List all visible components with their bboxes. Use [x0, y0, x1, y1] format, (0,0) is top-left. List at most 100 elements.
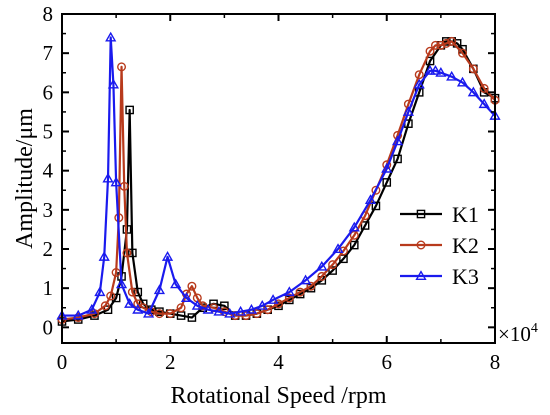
- ticks-layer: 0 2 4 6 8 0 1 2 3 4 5 6 7 8: [43, 2, 501, 374]
- data-point-k3: [102, 172, 114, 183]
- data-point-k2: [165, 309, 175, 319]
- data-point-k2: [122, 248, 132, 258]
- data-point-k3: [107, 78, 120, 89]
- data-point-k3: [424, 64, 436, 75]
- data-point-k3: [245, 303, 258, 314]
- data-point-k1: [382, 178, 392, 187]
- data-point-k2: [100, 301, 110, 311]
- data-point-k3: [391, 135, 404, 146]
- data-point-k3: [456, 76, 469, 87]
- data-point-k3: [256, 299, 268, 310]
- data-point-k1: [111, 293, 121, 303]
- data-point-k1: [187, 313, 197, 322]
- data-point-k2: [338, 246, 348, 256]
- data-point-k1: [371, 201, 381, 211]
- y-axis-title: Amplitude/μm: [12, 108, 38, 249]
- y-tick-label: 7: [43, 41, 54, 65]
- data-point-k3: [299, 274, 312, 285]
- data-point-k3: [98, 251, 110, 261]
- data-point-k3: [202, 303, 214, 314]
- data-point-k3: [191, 299, 203, 310]
- data-point-k2: [306, 281, 316, 291]
- data-point-k1: [360, 221, 370, 230]
- data-point-k3: [429, 64, 442, 75]
- data-point-k3: [180, 292, 193, 302]
- data-point-k1: [393, 154, 402, 164]
- data-point-k2: [295, 287, 305, 297]
- y-tick-label: 1: [43, 276, 54, 300]
- data-point-k3: [402, 106, 415, 116]
- data-point-k3: [316, 260, 328, 271]
- data-point-k2: [414, 70, 424, 80]
- data-point-k1: [349, 240, 359, 250]
- y-tick-label: 8: [43, 2, 54, 26]
- data-point-k2: [117, 62, 127, 72]
- data-point-k3: [153, 284, 166, 295]
- data-point-k2: [447, 36, 457, 46]
- data-point-k1: [220, 301, 229, 311]
- data-point-k3: [105, 31, 117, 42]
- data-point-k1: [133, 287, 143, 297]
- data-point-k2: [187, 281, 197, 291]
- data-point-k3: [132, 303, 144, 314]
- x-tick-label: 2: [165, 350, 176, 374]
- data-point-k3: [332, 243, 344, 254]
- data-point-k3: [213, 305, 225, 316]
- data-point-k2: [441, 38, 451, 48]
- data-point-k3: [283, 286, 295, 297]
- y-tick-label: 6: [43, 80, 54, 104]
- x-axis-multiplier-exponent: 4: [531, 321, 538, 336]
- data-point-k2: [349, 230, 359, 240]
- data-point-k3: [446, 70, 458, 81]
- y-tick-label: 3: [43, 198, 54, 222]
- legend-label-k1: K1: [452, 202, 479, 227]
- y-tick-label: 0: [43, 315, 54, 339]
- data-point-k3: [267, 294, 279, 304]
- data-point-k3: [435, 66, 447, 77]
- data-point-k2: [284, 293, 294, 303]
- data-point-k2: [425, 46, 435, 56]
- data-point-k2: [468, 64, 478, 74]
- data-point-k2: [430, 40, 440, 50]
- y-tick-label: 4: [43, 159, 54, 183]
- data-point-k2: [317, 271, 327, 281]
- data-point-k2: [458, 48, 468, 58]
- y-tick-label: 2: [43, 237, 54, 261]
- x-tick-label: 0: [57, 350, 68, 374]
- x-axis-multiplier: ×104: [498, 321, 538, 346]
- data-point-k3: [86, 303, 98, 314]
- data-point-k2: [479, 83, 489, 93]
- data-point-k3: [142, 307, 155, 318]
- data-point-k3: [467, 86, 479, 97]
- series-line-k3: [62, 36, 496, 317]
- legend-marker-k3: [415, 270, 427, 280]
- data-point-k1: [128, 248, 137, 258]
- legend-marker-k1: [416, 209, 426, 219]
- data-point-k2: [154, 309, 164, 319]
- series-layer: [56, 31, 501, 326]
- data-point-k1: [328, 266, 337, 275]
- x-tick-label: 8: [490, 350, 501, 374]
- legend: K1 K2 K3: [394, 198, 486, 293]
- data-point-k3: [381, 162, 393, 173]
- legend-label-k3: K3: [452, 264, 479, 289]
- data-point-k3: [235, 305, 247, 316]
- data-point-k3: [478, 98, 490, 109]
- data-point-k3: [413, 78, 425, 89]
- data-point-k2: [328, 260, 338, 270]
- data-point-k3: [72, 309, 84, 320]
- data-point-k3: [364, 194, 377, 205]
- data-point-k2: [371, 185, 381, 195]
- data-point-k3: [348, 221, 360, 232]
- x-axis-title: Rotational Speed /rpm: [171, 383, 387, 409]
- y-tick-label: 5: [43, 120, 54, 144]
- data-point-k3: [224, 307, 236, 318]
- legend-marker-k2: [416, 240, 426, 250]
- x-tick-label: 4: [273, 350, 284, 374]
- data-point-k3: [115, 278, 128, 289]
- legend-label-k2: K2: [452, 233, 479, 258]
- data-point-k2: [176, 303, 186, 313]
- series-k3: [56, 31, 501, 320]
- data-point-k2: [127, 287, 137, 297]
